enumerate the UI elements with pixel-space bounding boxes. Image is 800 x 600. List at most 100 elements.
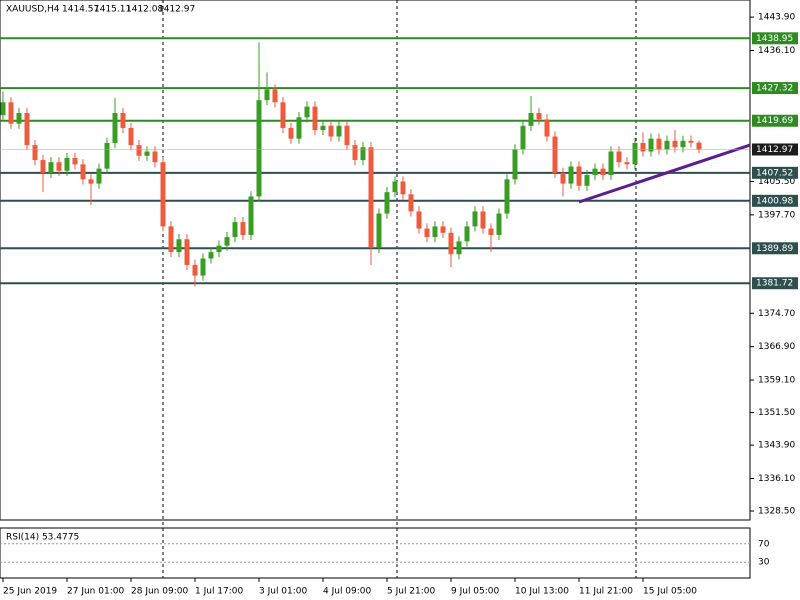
candle-body	[32, 145, 38, 161]
y-tick-label: 1351.50	[758, 408, 795, 418]
candle-body	[128, 127, 134, 146]
candle-body	[536, 112, 542, 120]
x-tick-label: 27 Jun 01:00	[67, 587, 124, 597]
y-tick-label: 1343.90	[758, 441, 795, 451]
candle-body	[656, 138, 662, 150]
candle-body	[624, 162, 630, 165]
level-label: 1438.95	[756, 34, 793, 44]
candle-body	[360, 147, 366, 161]
y-tick-label: 1359.10	[758, 376, 795, 386]
candle-body	[208, 252, 214, 259]
candle-body	[136, 145, 142, 156]
level-label: 1407.52	[756, 168, 793, 178]
x-tick-label: 9 Jul 05:00	[451, 587, 500, 597]
candle-body	[120, 112, 126, 128]
candle-body	[400, 181, 406, 195]
candle-body	[248, 196, 254, 235]
x-tick-label: 11 Jul 21:00	[579, 587, 633, 597]
y-tick-label: 1366.90	[758, 342, 795, 352]
level-tag	[752, 32, 798, 45]
candle-body	[448, 232, 454, 255]
candle-body	[64, 157, 70, 171]
level-tag	[752, 194, 798, 207]
candle-body	[40, 160, 46, 173]
x-tick-label: 28 Jun 09:00	[131, 587, 188, 597]
candle-body	[152, 151, 158, 163]
x-tick-label: 10 Jul 13:00	[515, 587, 569, 597]
candle-body	[384, 192, 390, 214]
candle-body	[232, 222, 238, 238]
candle-body	[72, 157, 78, 165]
header-low: 1412.08	[126, 5, 163, 15]
candle-body	[16, 112, 22, 124]
candle-body	[608, 151, 614, 176]
candle-body	[472, 211, 478, 227]
x-tick-label: 4 Jul 09:00	[323, 587, 372, 597]
candle-body	[344, 125, 350, 146]
candle-body	[504, 179, 510, 214]
candle-body	[648, 138, 654, 152]
candle-body	[568, 166, 574, 184]
level-label: 1389.89	[756, 244, 793, 254]
candle-body	[96, 168, 102, 184]
price-label: 1412.97	[756, 145, 793, 155]
level-label: 1381.72	[756, 279, 793, 289]
price-tag	[752, 143, 798, 156]
candle-body	[416, 211, 422, 229]
candle-body	[328, 125, 334, 137]
candle-body	[272, 89, 278, 103]
candle-body	[224, 237, 230, 246]
candle-body	[440, 226, 446, 233]
candle-body	[520, 125, 526, 150]
header-high: 1415.11	[94, 5, 131, 15]
header-close: 1412.97	[158, 5, 195, 15]
x-tick-label: 5 Jul 21:00	[387, 587, 436, 597]
candle-body	[672, 140, 678, 148]
level-label: 1427.32	[756, 84, 793, 94]
candle-body	[320, 125, 326, 131]
candle-body	[488, 228, 494, 235]
candle-body	[592, 168, 598, 176]
trendline	[578, 143, 751, 204]
candle-body	[216, 245, 222, 253]
candle-body	[616, 151, 622, 163]
candle-body	[368, 147, 374, 248]
candle-body	[376, 213, 382, 248]
candle-body	[80, 164, 86, 180]
y-tick-label: 1443.90	[758, 13, 795, 23]
candle-body	[160, 162, 166, 227]
level-tag	[752, 277, 798, 290]
candle-body	[144, 151, 150, 156]
candle-body	[184, 239, 190, 265]
candle-body	[544, 119, 550, 137]
candle-body	[512, 149, 518, 180]
candle-body	[560, 172, 566, 184]
x-tick-label: 15 Jul 05:00	[643, 587, 697, 597]
candle-body	[88, 179, 94, 184]
candle-body	[496, 213, 502, 235]
candle-body	[640, 142, 646, 152]
candle-body	[352, 145, 358, 161]
candle-body	[24, 112, 30, 146]
candle-body	[464, 226, 470, 242]
rsi-frame	[0, 527, 751, 579]
y-tick-label: 1405.50	[758, 177, 795, 187]
candle-body	[8, 102, 14, 124]
candle-body	[104, 142, 110, 169]
candle-body	[480, 211, 486, 229]
candle-body	[584, 175, 590, 186]
y-tick-label: 1397.70	[758, 210, 795, 220]
candle-body	[48, 162, 54, 173]
candle-body	[576, 166, 582, 186]
x-tick-label: 3 Jul 01:00	[259, 587, 308, 597]
candle-body	[688, 140, 694, 143]
candle-body	[552, 136, 558, 173]
level-label: 1400.98	[756, 196, 793, 206]
candle-body	[392, 181, 398, 193]
candle-body	[112, 112, 118, 143]
candle-body	[632, 142, 638, 165]
y-tick-label: 1336.10	[758, 474, 795, 484]
candle-body	[312, 106, 318, 131]
candle-body	[288, 127, 294, 139]
